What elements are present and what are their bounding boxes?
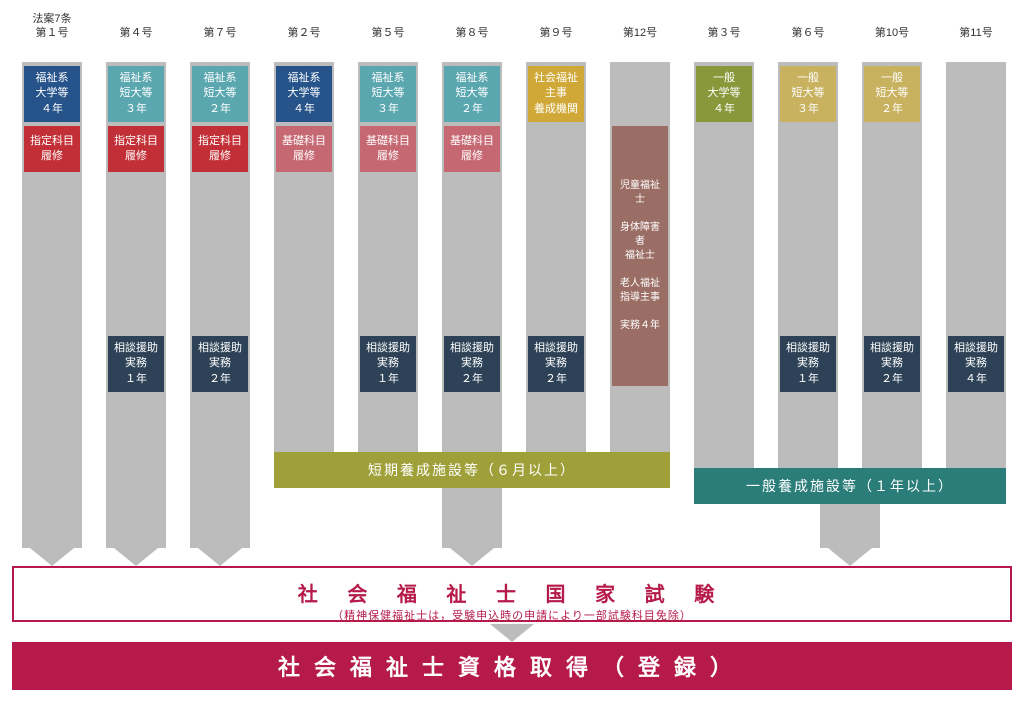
education-box: 社会福祉主事養成機関 [528, 66, 584, 122]
arrow-down-icon [876, 200, 908, 216]
column-label: 第11号 [940, 26, 1012, 40]
subject-box: 指定科目履修 [24, 126, 80, 172]
flow-connector [442, 488, 502, 548]
arrow-down-icon [114, 548, 158, 566]
flow-connector [820, 504, 880, 548]
arrow-down-icon [450, 548, 494, 566]
column-label: 法案7条 [16, 12, 88, 26]
practice-box: 相談援助実務４年 [948, 336, 1004, 392]
education-box: 一般大学等４年 [696, 66, 752, 122]
column-label: 第２号 [268, 26, 340, 40]
arrow-down-icon [456, 220, 488, 236]
practice-box: 相談援助実務１年 [780, 336, 836, 392]
arrow-down-icon [456, 320, 488, 336]
practice-box: 相談援助実務１年 [360, 336, 416, 392]
education-box: 福祉系短大等３年 [108, 66, 164, 122]
education-box: 福祉系短大等３年 [360, 66, 416, 122]
practice-box: 相談援助実務２年 [444, 336, 500, 392]
arrow-down-icon [204, 320, 236, 336]
education-box: 福祉系短大等２年 [192, 66, 248, 122]
column-label: 第10号 [856, 26, 928, 40]
column-label: 第８号 [436, 26, 508, 40]
exam-title: 社 会 福 祉 士 国 家 試 験 [14, 578, 1010, 607]
arrow-down-icon [960, 320, 992, 336]
education-box: 一般短大等３年 [780, 66, 836, 122]
subject-box: 基礎科目履修 [444, 126, 500, 172]
flow-column [694, 62, 754, 468]
arrow-down-icon [540, 320, 572, 336]
practice-box: 相談援助実務２年 [864, 336, 920, 392]
arrow-down-icon [490, 624, 534, 642]
arrow-down-icon [372, 320, 404, 336]
arrow-down-icon [540, 436, 572, 452]
special-qualification-box: 児童福祉士身体障害者福祉士老人福祉指導主事実務４年 [612, 126, 668, 386]
column-label: 第12号 [604, 26, 676, 40]
arrow-down-icon [288, 436, 320, 452]
column-label: 第１号 [16, 26, 88, 40]
column-label: 第３号 [688, 26, 760, 40]
column-label: 第９号 [520, 26, 592, 40]
practice-box: 相談援助実務２年 [192, 336, 248, 392]
subject-box: 基礎科目履修 [276, 126, 332, 172]
arrow-down-icon [198, 548, 242, 566]
subject-box: 基礎科目履修 [360, 126, 416, 172]
arrow-down-icon [876, 320, 908, 336]
flow-column [862, 62, 922, 468]
national-exam-box: 社 会 福 祉 士 国 家 試 験（精神保健福祉士は，受験申込時の申請により一部… [12, 566, 1012, 622]
arrow-down-icon [708, 452, 740, 468]
arrow-down-icon [792, 200, 824, 216]
arrow-down-icon [792, 320, 824, 336]
subject-box: 指定科目履修 [108, 126, 164, 172]
practice-box: 相談援助実務１年 [108, 336, 164, 392]
education-box: 福祉系大学等４年 [276, 66, 332, 122]
arrow-down-icon [372, 436, 404, 452]
arrow-down-icon [828, 548, 872, 566]
column-label: 第６号 [772, 26, 844, 40]
education-box: 福祉系大学等４年 [24, 66, 80, 122]
arrow-down-icon [540, 220, 572, 236]
registration-box: 社会福祉士資格取得（登録） [12, 642, 1012, 690]
general-training-bar: 一般養成施設等（１年以上） [694, 468, 1006, 504]
education-box: 福祉系短大等２年 [444, 66, 500, 122]
arrow-down-icon [120, 320, 152, 336]
subject-box: 指定科目履修 [192, 126, 248, 172]
arrow-down-icon [456, 436, 488, 452]
education-box: 一般短大等２年 [864, 66, 920, 122]
exam-subtitle: （精神保健福祉士は，受験申込時の申請により一部試験科目免除） [14, 607, 1010, 623]
arrow-down-icon [960, 452, 992, 468]
arrow-down-icon [876, 452, 908, 468]
column-label: 第７号 [184, 26, 256, 40]
column-label: 第５号 [352, 26, 424, 40]
flow-column [946, 62, 1006, 468]
practice-box: 相談援助実務２年 [528, 336, 584, 392]
arrow-down-icon [624, 436, 656, 452]
column-label: 第４号 [100, 26, 172, 40]
arrow-down-icon [792, 452, 824, 468]
flow-column [778, 62, 838, 468]
short-training-bar: 短期養成施設等（６月以上） [274, 452, 670, 488]
arrow-down-icon [30, 548, 74, 566]
